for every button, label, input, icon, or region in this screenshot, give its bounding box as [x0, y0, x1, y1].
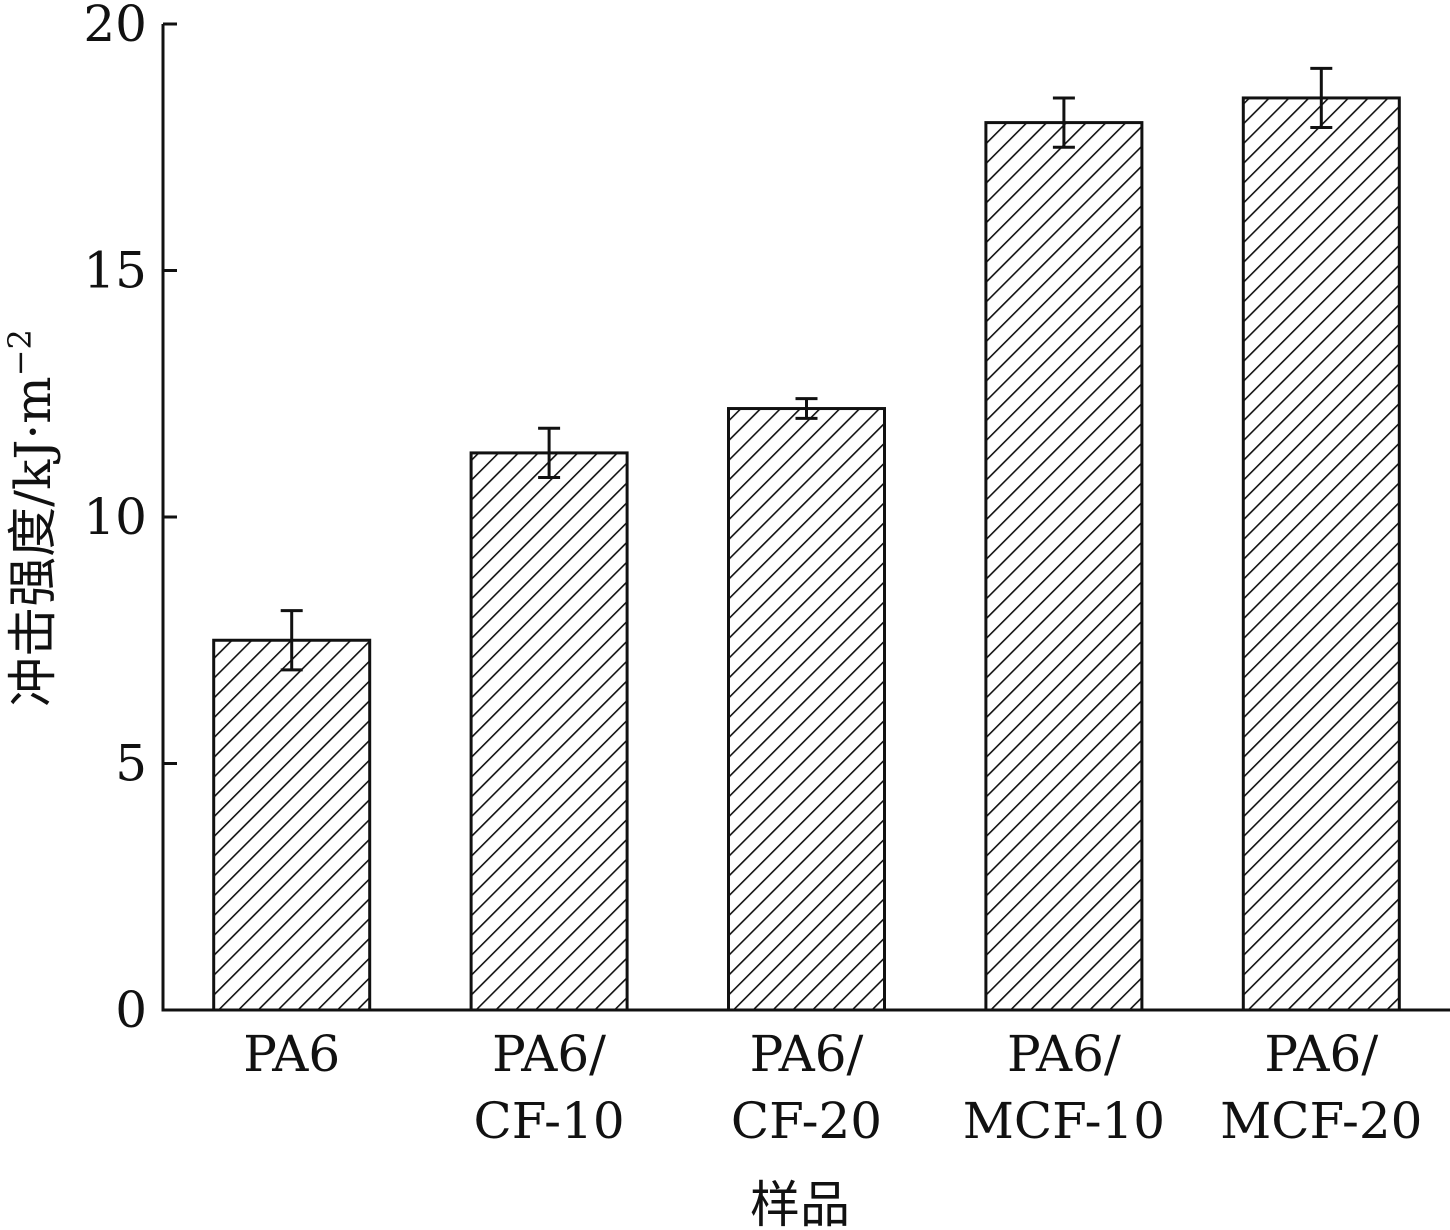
y-axis-title-main: 冲击强度/kJ·m: [4, 376, 62, 707]
bar-1: [212, 638, 372, 1012]
y-axis-title: 冲击强度/kJ·m−2: [1, 329, 62, 707]
category-label-line2: MCF-10: [963, 1092, 1165, 1150]
y-axis-title-superscript: −2: [1, 329, 39, 376]
labels: 样品 冲击强度/kJ·m−2 PA6 PA6/CF-10 PA6/CF-20 PA6/…: [1, 329, 1423, 1230]
bar-4: [984, 121, 1144, 1012]
category-label-line2: MCF-20: [1220, 1092, 1422, 1150]
category-label-line1: PA6/: [750, 1025, 864, 1083]
error-bars: [280, 66, 1333, 672]
category-label-line1: PA6/: [1007, 1025, 1121, 1083]
bar-5: [1241, 96, 1401, 1012]
y-tick-label: 15: [83, 242, 147, 300]
bar-3: [727, 407, 886, 1012]
category-label-line2: CF-20: [731, 1092, 882, 1150]
category-label-line1: PA6/: [1264, 1025, 1378, 1083]
category-label-line1: PA6/: [492, 1025, 606, 1083]
y-tick-label: 5: [115, 735, 147, 793]
bars: [212, 96, 1401, 1012]
y-tick-label: 20: [83, 0, 147, 53]
category-label-line1: PA6: [243, 1025, 340, 1083]
x-axis-title: 样品: [750, 1176, 850, 1230]
bar-2: [469, 451, 629, 1012]
y-tick-label: 10: [83, 488, 147, 546]
y-tick-label: 0: [115, 981, 147, 1039]
category-label-line2: CF-10: [473, 1092, 624, 1150]
